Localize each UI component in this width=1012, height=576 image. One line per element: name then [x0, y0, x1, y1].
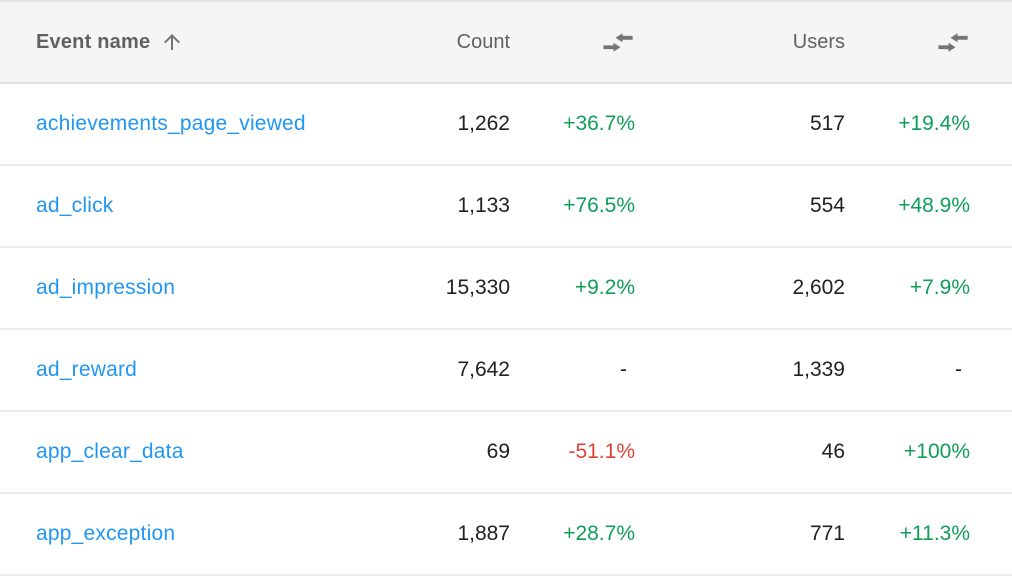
users-change-value: +48.9%	[898, 194, 970, 217]
event-name-link[interactable]: achievements_page_viewed	[36, 112, 306, 135]
column-header-users-change[interactable]	[845, 29, 970, 56]
users-value: 517	[809, 112, 845, 135]
event-name-link[interactable]: ad_click	[36, 194, 114, 217]
count-value: 1,887	[457, 522, 510, 545]
count-value: 7,642	[457, 358, 510, 381]
event-name-link[interactable]: ad_reward	[36, 358, 138, 381]
event-name-link[interactable]: app_exception	[36, 522, 176, 545]
event-name-link[interactable]: ad_impression	[36, 276, 176, 299]
users-value: 771	[809, 522, 845, 545]
column-header-event-name[interactable]: Event name	[36, 30, 360, 54]
users-change-value: +11.3%	[899, 522, 970, 545]
count-change-value: -	[620, 358, 627, 381]
converging-arrows-change-icon	[936, 29, 970, 56]
event-name-link[interactable]: app_clear_data	[36, 440, 184, 463]
event-name-header-label: Event name	[36, 30, 151, 53]
count-value: 1,262	[457, 112, 510, 135]
users-change-value: -	[955, 358, 962, 381]
converging-arrows-change-icon	[601, 29, 635, 56]
table-row: ad_click 1,133 +76.5% 554 +48.9%	[0, 166, 1012, 248]
table-row: ad_reward 7,642 - 1,339 -	[0, 330, 1012, 412]
column-header-count-change[interactable]	[510, 29, 635, 56]
table-row: ad_impression 15,330 +9.2% 2,602 +7.9%	[0, 248, 1012, 330]
users-change-value: +19.4%	[898, 112, 970, 135]
count-value: 1,133	[457, 194, 510, 217]
count-change-value: +9.2%	[574, 276, 635, 299]
count-value: 69	[486, 440, 510, 463]
column-header-users[interactable]: Users	[635, 31, 845, 54]
users-change-value: +7.9%	[909, 276, 970, 299]
table-row: app_clear_data 69 -51.1% 46 +100%	[0, 412, 1012, 494]
users-change-value: +100%	[904, 440, 970, 463]
count-change-value: +36.7%	[563, 112, 635, 135]
users-value: 2,602	[792, 276, 845, 299]
users-value: 554	[809, 194, 845, 217]
count-change-value: +28.7%	[563, 522, 635, 545]
table-header-row: Event name Count Users	[0, 0, 1012, 84]
users-value: 46	[821, 440, 845, 463]
count-value: 15,330	[445, 276, 510, 299]
count-header-label: Count	[456, 30, 510, 53]
column-header-count[interactable]: Count	[360, 31, 510, 54]
table-body: achievements_page_viewed 1,262 +36.7% 51…	[0, 84, 1012, 576]
table-row: achievements_page_viewed 1,262 +36.7% 51…	[0, 84, 1012, 166]
sort-ascending-icon[interactable]	[160, 30, 184, 54]
users-value: 1,339	[792, 358, 845, 381]
table-row: app_exception 1,887 +28.7% 771 +11.3%	[0, 494, 1012, 576]
count-change-value: -51.1%	[568, 440, 635, 463]
count-change-value: +76.5%	[563, 194, 635, 217]
users-header-label: Users	[792, 30, 845, 53]
